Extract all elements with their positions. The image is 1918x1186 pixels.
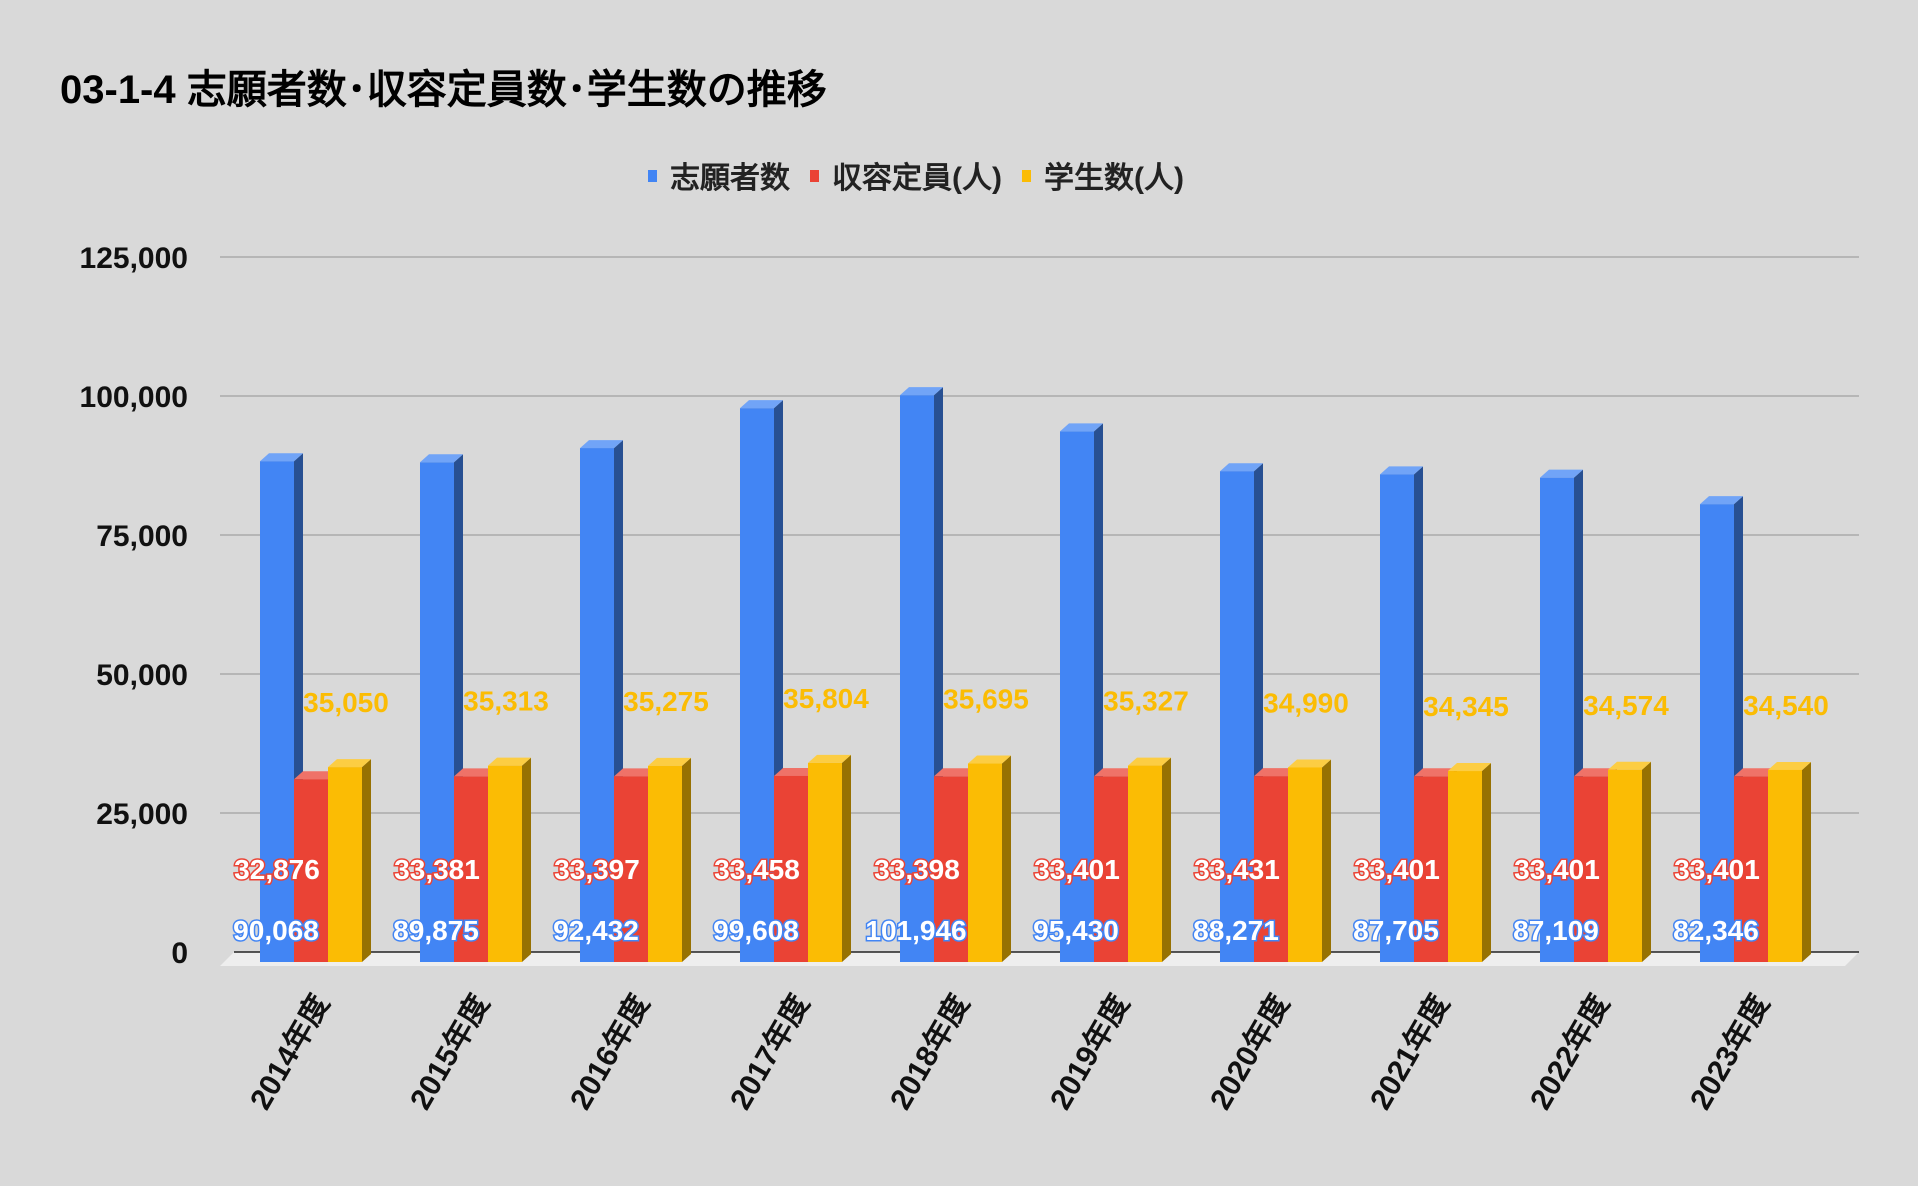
data-label: 82,346 [1673, 915, 1759, 946]
bar [1220, 463, 1263, 962]
bar [1448, 763, 1491, 962]
x-axis-labels: 2014年度 2015年度 2016年度 2017年度 2018年度 2019年度 2020… [244, 989, 1776, 1115]
data-label: 92,432 [553, 915, 639, 946]
y-tick-label: 125,000 [80, 242, 188, 275]
y-tick-label: 50,000 [96, 659, 188, 692]
data-label: 34,345 [1423, 691, 1509, 722]
data-label: 33,401 [1674, 854, 1760, 885]
data-labels: 90,068 32,876 35,050 89,875 33,381 35,313 92,4… [232, 683, 1829, 948]
data-label: 87,109 [1513, 915, 1599, 946]
data-label: 34,990 [1263, 687, 1349, 718]
y-tick-label: 100,000 [80, 381, 188, 414]
x-tick-label: 2015年度 [404, 989, 496, 1115]
x-tick-label: 2014年度 [244, 989, 336, 1115]
data-label: 95,430 [1033, 915, 1119, 946]
data-label: 33,458 [714, 854, 800, 885]
bar [1608, 761, 1651, 962]
x-tick-label: 2021年度 [1364, 989, 1456, 1115]
legend-label: 学生数(人) [1044, 161, 1184, 195]
data-label: 35,275 [623, 686, 709, 717]
bar [808, 754, 851, 962]
data-label: 33,397 [554, 854, 640, 885]
data-label: 33,401 [1034, 854, 1120, 885]
data-label: 34,540 [1743, 690, 1829, 721]
data-label: 90,068 [233, 915, 319, 946]
bars [260, 387, 1811, 963]
y-tick-label: 0 [171, 937, 188, 970]
x-tick-label: 2020年度 [1204, 989, 1296, 1115]
bar [648, 757, 691, 962]
bar [1128, 757, 1171, 962]
data-label: 35,695 [943, 684, 1029, 715]
data-label: 35,804 [783, 683, 869, 714]
legend-swatch [648, 170, 657, 182]
y-tick-label: 25,000 [96, 798, 188, 831]
data-label: 33,401 [1354, 854, 1440, 885]
data-label: 33,398 [874, 854, 960, 885]
data-label: 35,313 [463, 686, 549, 717]
bar [968, 755, 1011, 962]
x-tick-label: 2017年度 [724, 989, 816, 1115]
legend-swatch [810, 170, 819, 182]
bar [1288, 759, 1331, 962]
data-label: 33,431 [1194, 854, 1280, 885]
data-label: 32,876 [234, 854, 320, 885]
legend: 志願者数 収容定員(人) 学生数(人) [648, 161, 1184, 195]
legend-swatch [1021, 170, 1031, 182]
chart-title: 03-1-4 志願者数･収容定員数･学生数の推移 [60, 68, 827, 112]
x-tick-label: 2022年度 [1524, 989, 1616, 1115]
data-label: 33,401 [1514, 854, 1600, 885]
x-tick-label: 2016年度 [564, 989, 656, 1115]
x-tick-label: 2018年度 [884, 989, 976, 1115]
bar [260, 453, 303, 962]
data-label: 35,050 [303, 687, 389, 718]
data-label: 33,381 [394, 854, 480, 885]
bar [1768, 761, 1811, 962]
data-label: 87,705 [1353, 915, 1439, 946]
bar [488, 757, 531, 962]
bar [1060, 423, 1103, 963]
data-label: 101,946 [865, 915, 966, 946]
legend-label: 志願者数 [670, 162, 791, 195]
x-tick-label: 2019年度 [1044, 989, 1136, 1115]
gridlines: 0 25,000 50,000 75,000 100,000 125,000 [80, 242, 1859, 970]
bar [328, 759, 371, 962]
data-label: 34,574 [1583, 690, 1669, 721]
y-tick-label: 75,000 [96, 520, 188, 553]
data-label: 88,271 [1193, 915, 1279, 946]
x-tick-label: 2023年度 [1684, 989, 1776, 1115]
data-label: 35,327 [1103, 686, 1189, 717]
legend-label: 収容定員(人) [832, 161, 1002, 195]
data-label: 99,608 [713, 915, 799, 946]
data-label: 89,875 [393, 915, 479, 946]
